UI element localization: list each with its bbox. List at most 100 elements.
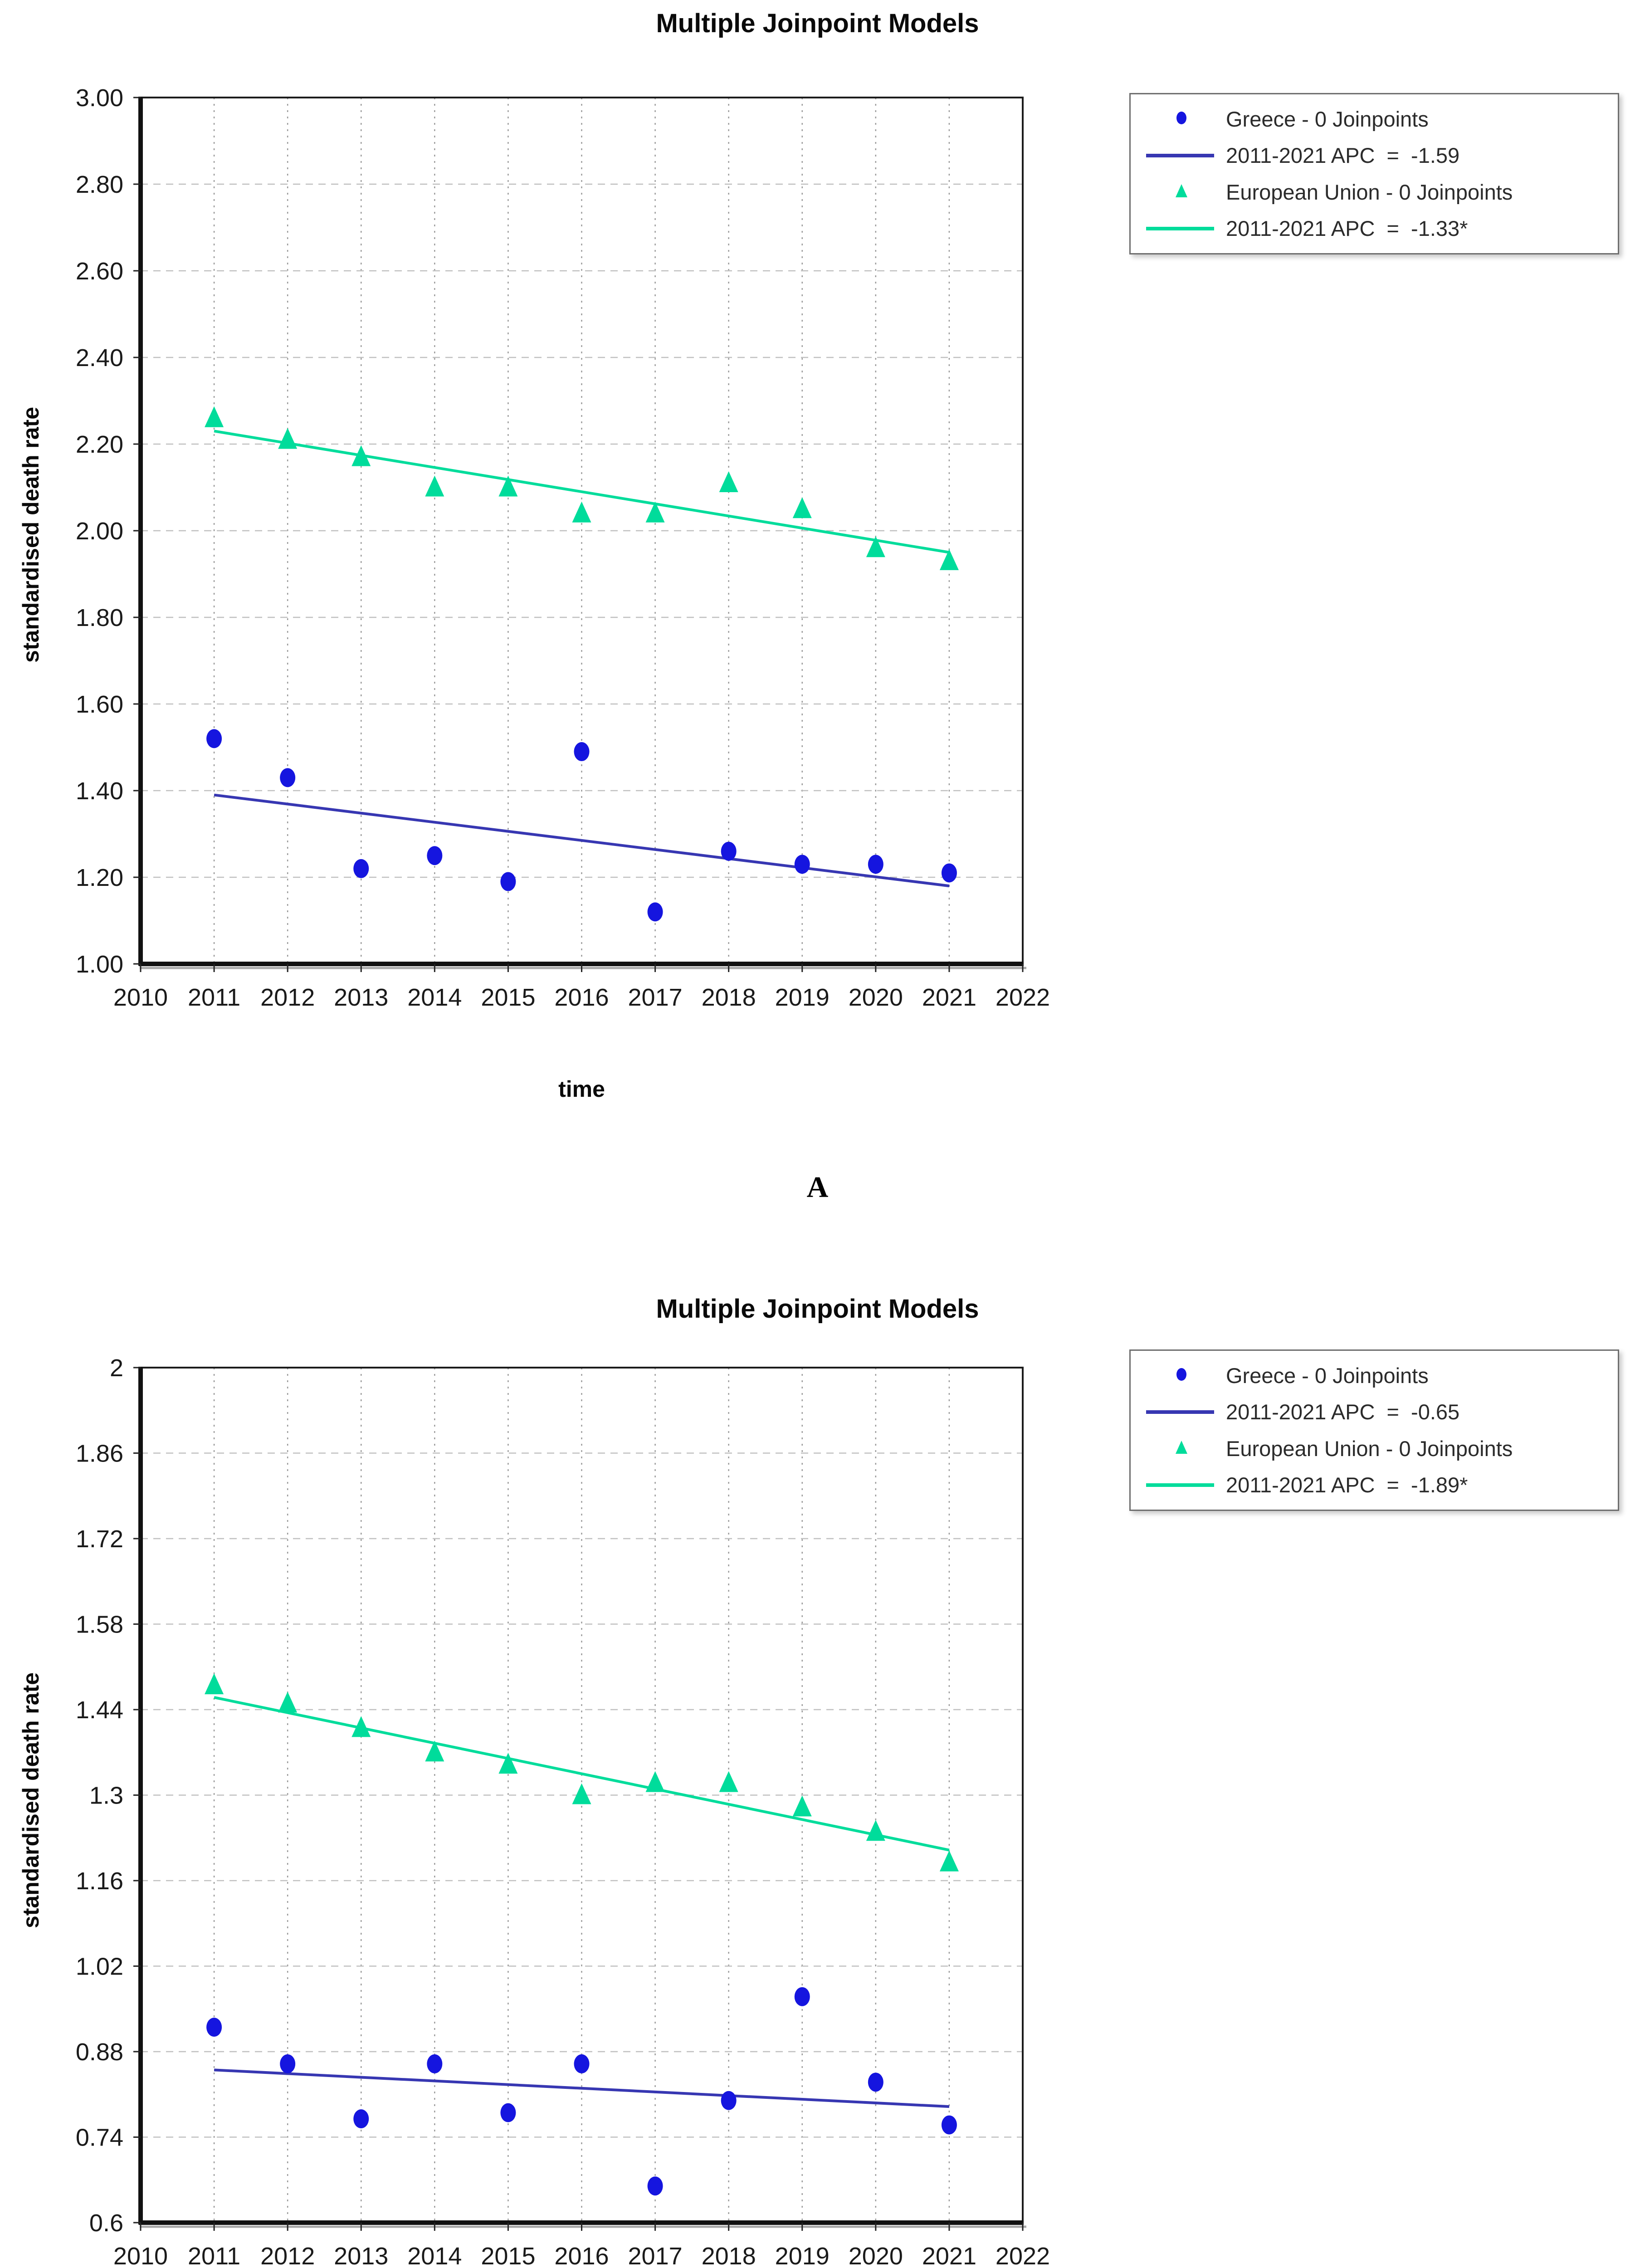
x-tick-label: 2010: [113, 984, 168, 1011]
chart-title: Multiple Joinpoint Models: [656, 1294, 979, 1324]
y-tick-label: 2.80: [76, 171, 123, 198]
trend-line-swatch-icon: [1137, 215, 1226, 242]
data-point-circle-icon: [574, 742, 590, 762]
trend-line-swatch-icon: [1137, 1398, 1226, 1426]
data-point-triangle-icon: [572, 1783, 591, 1804]
y-tick-label: 2: [110, 1354, 123, 1382]
data-point-circle-icon: [353, 2109, 369, 2129]
y-tick-label: 1.00: [76, 951, 123, 978]
legend-label: Greece - 0 Joinpoints: [1226, 107, 1429, 131]
x-tick-label: 2020: [849, 984, 903, 1011]
legend-triangle-icon: [1176, 184, 1187, 198]
trend-lines: [214, 430, 950, 888]
x-tick-label: 2011: [188, 2243, 240, 2268]
y-tick-label: 1.02: [76, 1953, 123, 1980]
axis-tick-labels: 2010 2011 2012 2013 2014 2015 2016 2017 2018 2019…: [76, 84, 1050, 1011]
triangle-marker-icon: [1176, 1441, 1187, 1454]
x-tick-label: 2018: [702, 2243, 756, 2268]
data-point-triangle-icon: [351, 1716, 371, 1737]
data-point-circle-icon: [721, 2091, 737, 2110]
trend-lines: [214, 1696, 950, 2108]
data-point-triangle-icon: [205, 406, 224, 427]
y-axis-title: standardised death rate: [18, 1672, 44, 1929]
legend-label: European Union - 0 Joinpoints: [1226, 180, 1513, 204]
data-point-circle-icon: [574, 2054, 590, 2073]
triangle-marker-icon: [1137, 178, 1226, 205]
y-tick-label: 3.00: [76, 84, 123, 112]
x-tick-label: 2018: [702, 984, 756, 1011]
y-tick-label: 2.20: [76, 431, 123, 458]
data-point-circle-icon: [206, 729, 222, 748]
data-point-triangle-icon: [572, 501, 591, 523]
trend-line: [214, 430, 950, 554]
data-point-triangle-icon: [792, 1795, 812, 1817]
data-point-triangle-icon: [278, 428, 298, 449]
data-point-circle-icon: [280, 2054, 296, 2073]
data-point-triangle-icon: [205, 1673, 224, 1695]
trend-line-swatch-icon: [1146, 153, 1214, 157]
data-points: [205, 406, 959, 922]
legend-box: Greece - 0 Joinpoints 2011-2021 APC = -0.…: [1129, 1349, 1619, 1511]
x-axis-title: time: [558, 1076, 605, 1102]
legend-label: Greece - 0 Joinpoints: [1226, 1363, 1429, 1388]
x-tick-label: 2012: [260, 2243, 315, 2268]
x-tick-label: 2013: [334, 984, 388, 1011]
data-point-triangle-icon: [866, 536, 885, 557]
trend-line: [214, 793, 950, 888]
x-tick-label: 2015: [481, 2243, 535, 2268]
axis-tick-labels: 2010 2011 2012 2013 2014 2015 2016 2017 2018 2019…: [76, 1354, 1050, 2268]
circle-marker-icon: [1176, 1368, 1186, 1381]
x-tick-label: 2017: [628, 2243, 683, 2268]
x-tick-label: 2016: [554, 2243, 609, 2268]
legend-circle-icon: [1176, 112, 1186, 125]
data-point-triangle-icon: [939, 1850, 959, 1872]
trend-line-swatch-icon: [1146, 226, 1214, 230]
x-tick-label: 2021: [922, 2243, 976, 2268]
chart-title: Multiple Joinpoint Models: [656, 9, 979, 38]
circle-marker-icon: [1137, 1362, 1226, 1389]
trend-line: [214, 2068, 950, 2108]
legend-label: 2011-2021 APC = -0.65: [1226, 1400, 1460, 1424]
y-tick-label: 1.72: [76, 1525, 123, 1553]
data-point-circle-icon: [206, 2018, 222, 2037]
triangle-marker-icon: [1137, 1435, 1226, 1462]
trend-line-swatch-icon: [1146, 1483, 1214, 1487]
y-tick-label: 0.74: [76, 2124, 123, 2151]
legend-circle-icon: [1176, 1368, 1186, 1381]
joinpoint-chart-a: 2010 2011 2012 2013 2014 2015 2016 2017 2018 2019…: [76, 84, 1050, 1011]
data-point-circle-icon: [353, 859, 369, 878]
legend-box: Greece - 0 Joinpoints 2011-2021 APC = -1.…: [1129, 93, 1619, 254]
data-point-triangle-icon: [719, 1771, 738, 1792]
circle-marker-icon: [1137, 105, 1226, 132]
y-tick-label: 1.40: [76, 777, 123, 805]
data-point-triangle-icon: [425, 1740, 444, 1762]
data-point-triangle-icon: [351, 445, 371, 466]
x-tick-label: 2016: [554, 984, 609, 1011]
trend-line: [214, 1696, 950, 1852]
panel-a: Multiple Joinpoint Models 2010 2011 2012 20…: [18, 9, 1619, 1204]
x-tick-label: 2020: [849, 2243, 903, 2268]
data-point-circle-icon: [427, 846, 443, 865]
x-tick-label: 2012: [260, 984, 315, 1011]
legend-item: European Union - 0 Joinpoints: [1137, 174, 1613, 210]
legend-label: 2011-2021 APC = -1.59: [1226, 143, 1460, 168]
y-tick-label: 1.3: [89, 1782, 123, 1809]
legend-label: European Union - 0 Joinpoints: [1226, 1436, 1513, 1461]
data-point-circle-icon: [647, 2176, 663, 2196]
y-tick-label: 2.60: [76, 258, 123, 285]
data-point-circle-icon: [500, 872, 516, 891]
legend-item: European Union - 0 Joinpoints: [1137, 1431, 1613, 1466]
legend-item: Greece - 0 Joinpoints: [1137, 1358, 1613, 1393]
data-point-triangle-icon: [866, 1820, 885, 1841]
legend-triangle-icon: [1176, 1441, 1187, 1454]
trend-line-swatch-icon: [1137, 1471, 1226, 1499]
panel-letter-a: A: [806, 1171, 829, 1204]
x-tick-label: 2019: [775, 2243, 830, 2268]
x-tick-label: 2015: [481, 984, 535, 1011]
x-tick-label: 2013: [334, 2243, 388, 2268]
y-tick-label: 1.86: [76, 1440, 123, 1467]
panel-b: Multiple Joinpoint Models 2010 2011 2012 20…: [0, 1266, 1635, 2268]
triangle-marker-icon: [1176, 184, 1187, 198]
y-axis-title: standardised death rate: [18, 406, 44, 663]
x-tick-label: 2022: [996, 2243, 1050, 2268]
